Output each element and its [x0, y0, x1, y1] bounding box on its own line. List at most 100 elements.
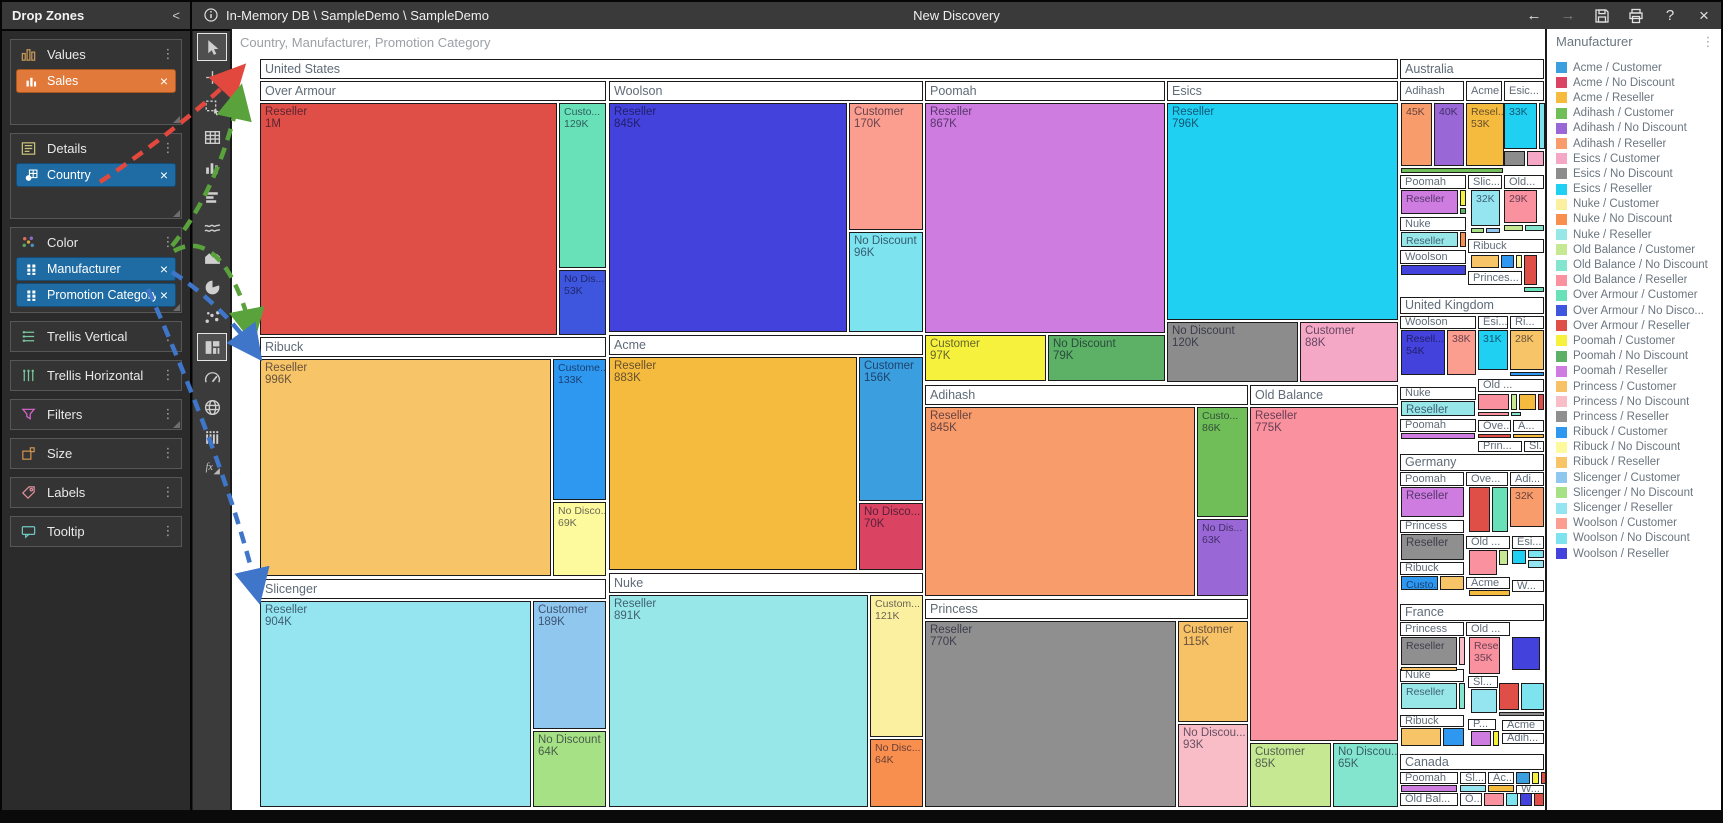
treemap-header-princess[interactable]: Princess	[925, 599, 1248, 619]
legend-item[interactable]: Over Armour / Reseller	[1556, 318, 1719, 333]
treemap-cell-princess-reseller[interactable]	[1499, 712, 1544, 716]
treemap-cell-oldbalance-reseller[interactable]: Resel...35K	[1469, 637, 1500, 674]
drop-zone-details[interactable]: Details ⋮ Country ×	[10, 133, 182, 219]
treemap-cell-overarmour-customer[interactable]: Custo... 129K	[559, 103, 606, 268]
treemap-cell-oldbalance-customer[interactable]	[1511, 394, 1517, 410]
legend-item[interactable]: Adihash / Customer	[1556, 106, 1719, 121]
treemap-cell-woolson-nodiscount[interactable]	[1539, 103, 1545, 149]
pointer-tool[interactable]	[197, 33, 227, 61]
legend-item[interactable]: Poomah / Reseller	[1556, 364, 1719, 379]
treemap-cell-overarmour-customer[interactable]	[1492, 487, 1508, 532]
legend-item[interactable]: Ribuck / Reseller	[1556, 455, 1719, 470]
treemap-header-a[interactable]: A...	[1513, 420, 1544, 432]
legend-item[interactable]: Over Armour / Customer	[1556, 288, 1719, 303]
treemap-cell-poomah-reseller[interactable]: Reseller 867K	[925, 103, 1165, 333]
treemap-cell-woolson-nodiscount[interactable]: No Discount 96K	[849, 232, 923, 332]
scatter-chart-tool[interactable]	[197, 303, 227, 331]
treemap-cell-poomah-customer[interactable]	[1460, 190, 1466, 206]
treemap-cell-overarmour-reseller[interactable]	[1469, 487, 1490, 532]
treemap-cell-esics-reseller[interactable]: 31K	[1478, 330, 1508, 370]
treemap-cell-slicenger-reseller[interactable]	[1471, 689, 1497, 713]
drop-zone-trellis-vertical[interactable]: Trellis Vertical ⋮	[10, 321, 182, 352]
treemap-cell-overarmour-reseller[interactable]	[1524, 255, 1537, 285]
treemap-cell-adihash-reseller[interactable]: 32K	[1510, 487, 1544, 527]
legend-item[interactable]: Old Balance / Customer	[1556, 242, 1719, 257]
treemap-cell-ribuck-nodiscount[interactable]	[1516, 255, 1522, 268]
drop-zone-trellis-horizontal[interactable]: Trellis Horizontal ⋮	[10, 360, 182, 391]
treemap-header-poomah[interactable]: Poomah	[1400, 772, 1458, 784]
treemap-cell-ribuck-reseller[interactable]: Reseller 996K	[260, 359, 551, 576]
treemap-cell-oldbalance-nodiscount[interactable]	[1459, 683, 1465, 709]
treemap-cell-ribuck-reseller[interactable]: 28K	[1510, 330, 1544, 370]
treemap-cell-overarmour-reseller[interactable]	[1478, 434, 1511, 438]
treemap-cell-esics-reseller[interactable]: Reseller 796K	[1167, 103, 1398, 320]
legend-item[interactable]: Princess / No Discount	[1556, 394, 1719, 409]
treemap-cell-slicenger-reseller[interactable]: 32K	[1471, 190, 1500, 226]
treemap-cell-nuke-reseller[interactable]: Reseller 891K	[609, 595, 868, 807]
treemap-cell-adihash-customer[interactable]: Custo... 86K	[1197, 407, 1248, 517]
drop-zone-color[interactable]: Color ⋮ Manufacturer × Promotion Category ×	[10, 227, 182, 313]
treemap-header-poomah[interactable]: Poomah	[1400, 419, 1476, 432]
treemap-cell-princess-reseller[interactable]: Reseller	[1401, 534, 1464, 560]
treemap-cell-esics-customer[interactable]	[1527, 151, 1544, 166]
matrix-tool[interactable]	[197, 423, 227, 451]
legend-item[interactable]: Esics / Customer	[1556, 151, 1719, 166]
treemap-cell-ribuck-nodiscount[interactable]: No Disco... 69K	[553, 502, 606, 576]
section-menu-icon[interactable]: ⋮	[161, 484, 175, 499]
treemap-cell-oldbalance-reseller[interactable]	[1469, 550, 1497, 575]
treemap-header-nuke[interactable]: Nuke	[1400, 217, 1466, 231]
gauge-tool[interactable]	[197, 363, 227, 391]
treemap-header-acme[interactable]: Acme	[1466, 577, 1510, 589]
bar-chart-tool[interactable]	[197, 183, 227, 211]
treemap-header-w[interactable]: W...	[1512, 580, 1544, 592]
treemap-cell-oldbalance-reseller[interactable]: Reseller 775K	[1250, 407, 1398, 741]
treemap-header-adihash[interactable]: Adihash	[925, 385, 1248, 405]
treemap-header-adi[interactable]: Adi...	[1510, 472, 1544, 486]
forward-icon[interactable]: →	[1560, 6, 1576, 24]
legend-item[interactable]: Nuke / No Discount	[1556, 212, 1719, 227]
treemap-header-ribuck[interactable]: Ribuck	[1468, 239, 1544, 253]
treemap-cell-oldbalance-nodiscount[interactable]	[1511, 412, 1521, 416]
legend-item[interactable]: Over Armour / No Disco...	[1556, 303, 1719, 318]
map-tool[interactable]	[197, 393, 227, 421]
treemap-tool[interactable]	[197, 333, 227, 361]
treemap-cell-oldbalance-reseller[interactable]	[1478, 412, 1509, 416]
treemap-cell-ribuck-reseller[interactable]	[1401, 728, 1441, 746]
chip-sales[interactable]: Sales ×	[16, 69, 176, 93]
treemap-cell-poomah-reseller[interactable]	[1401, 433, 1475, 439]
treemap-header-princess[interactable]: Princess	[1400, 622, 1464, 636]
section-menu-icon[interactable]: ⋮	[161, 328, 175, 343]
treemap-header-slicenger[interactable]: Slicenger	[260, 579, 606, 599]
treemap-cell-esics-nodiscount[interactable]	[1504, 151, 1525, 166]
treemap-header-poomah[interactable]: Poomah	[925, 81, 1165, 101]
treemap-cell-nuke-reseller[interactable]: Reseller	[1401, 401, 1475, 416]
treemap-header-esi[interactable]: Esi...	[1478, 316, 1508, 329]
chip-promotion-category[interactable]: Promotion Category ×	[16, 283, 176, 307]
chip-country[interactable]: Country ×	[16, 163, 176, 187]
drop-zone-values[interactable]: Values ⋮ Sales ×	[10, 39, 182, 125]
treemap-header-princess[interactable]: Princess	[1400, 520, 1464, 533]
treemap-header-acme[interactable]: Acme	[609, 335, 923, 355]
treemap-header-esics[interactable]: Esics	[1167, 81, 1398, 101]
treemap-header-adihash[interactable]: Adihash	[1400, 81, 1464, 101]
treemap-header-germany[interactable]: Germany	[1400, 454, 1544, 471]
remove-chip-icon[interactable]: ×	[159, 167, 168, 183]
treemap-cell-slicenger-reseller[interactable]	[1528, 560, 1544, 568]
treemap-header-prin[interactable]: Prin...	[1478, 441, 1522, 452]
treemap-cell-acme-reseller[interactable]	[1469, 590, 1510, 596]
legend-menu-icon[interactable]: ⋮	[1701, 34, 1715, 49]
remove-chip-icon[interactable]: ×	[159, 261, 168, 277]
treemap-cell-ribuck-customer[interactable]	[1501, 255, 1514, 268]
treemap-cell-slicenger-reseller[interactable]: Reseller 904K	[260, 601, 531, 807]
treemap-header-acme[interactable]: Acme	[1502, 720, 1544, 731]
section-menu-icon[interactable]: ⋮	[161, 234, 175, 249]
back-icon[interactable]: ←	[1526, 6, 1542, 24]
treemap-header-canada[interactable]: Canada	[1400, 754, 1544, 770]
treemap-cell-woolson-reseller[interactable]	[1520, 793, 1532, 806]
legend-item[interactable]: Slicenger / No Discount	[1556, 485, 1719, 500]
treemap-header-united-states[interactable]: United States	[260, 59, 1398, 79]
treemap-header-nuke[interactable]: Nuke	[1400, 387, 1476, 400]
legend-item[interactable]: Princess / Reseller	[1556, 409, 1719, 424]
treemap-header-france[interactable]: France	[1400, 604, 1544, 621]
treemap-cell-acme-reseller[interactable]	[1519, 394, 1536, 410]
